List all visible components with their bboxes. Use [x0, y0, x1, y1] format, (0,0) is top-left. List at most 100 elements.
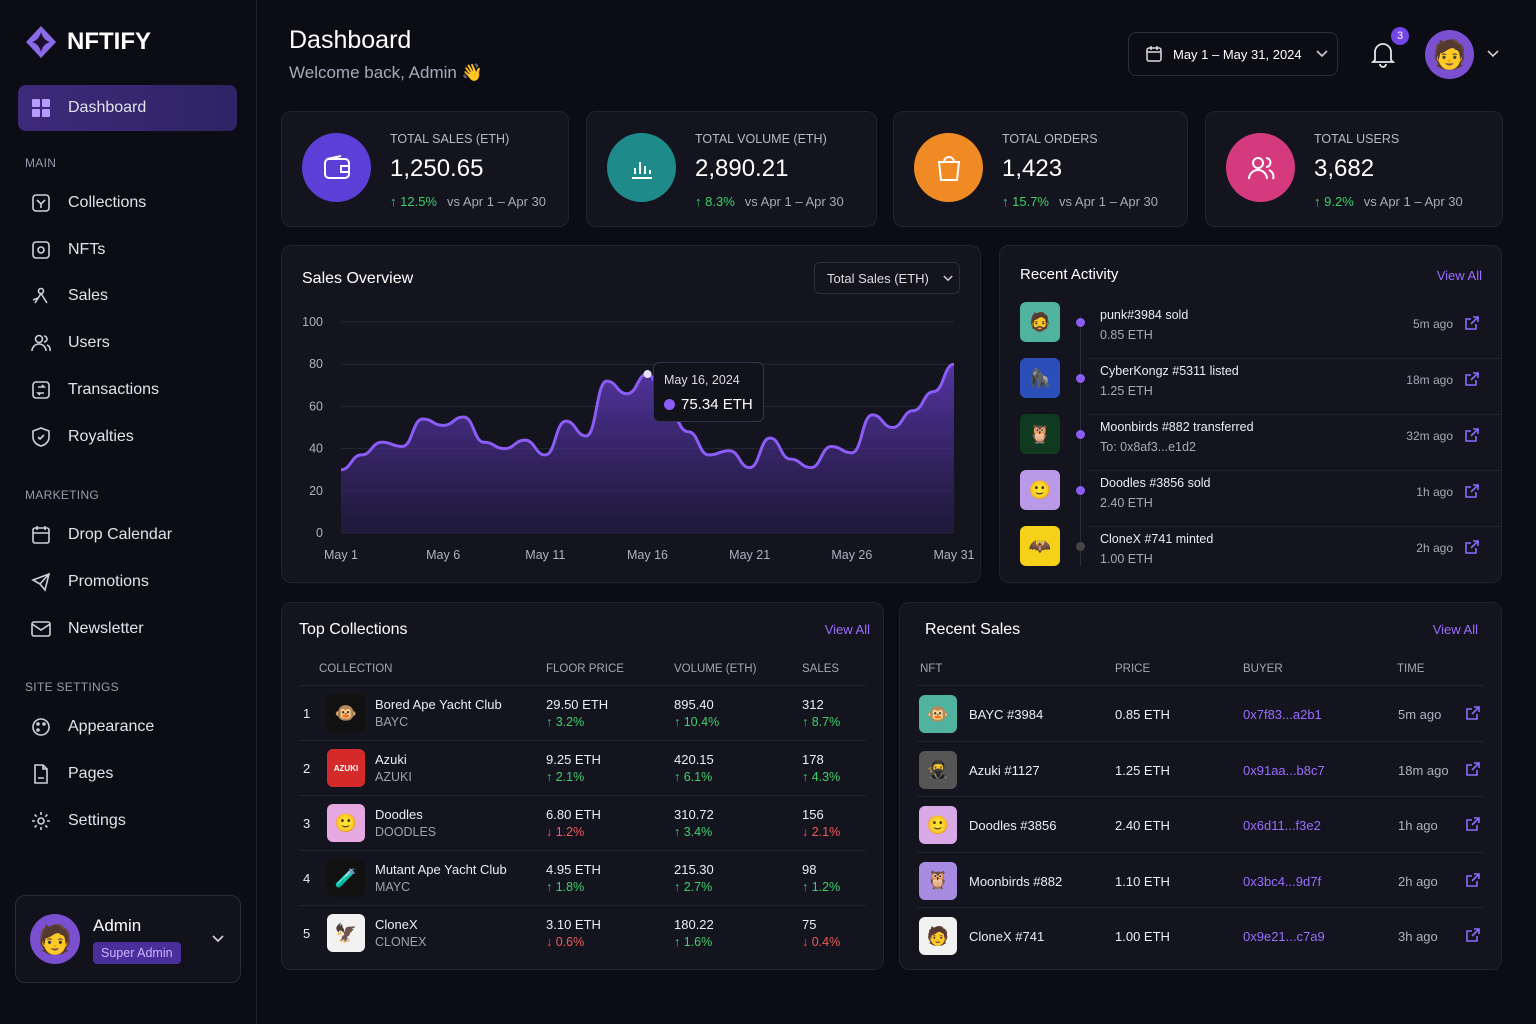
rank: 4 [303, 871, 311, 886]
activity-item[interactable] [1088, 470, 1501, 526]
sale-row[interactable]: 🦉 Moonbirds #882 1.10 ETH 0x3bc4...9d7f … [917, 851, 1484, 907]
floor-change: 2.1% [555, 770, 585, 784]
profile-avatar[interactable]: 🧑 [1425, 30, 1474, 79]
external-link-icon[interactable] [1466, 872, 1480, 887]
data-point[interactable] [643, 370, 652, 379]
timeline-line [1080, 316, 1081, 566]
timeline-dot [1076, 318, 1085, 327]
activity-item[interactable] [1088, 526, 1501, 582]
sale-row[interactable]: 🧑 CloneX #741 1.00 ETH 0x9e21...c7a9 3h … [917, 907, 1484, 962]
sales-count: 312 [802, 697, 824, 712]
x-tick-label: May 16 [627, 548, 668, 562]
sale-row[interactable]: 🥷 Azuki #1127 1.25 ETH 0x91aa...b8c7 18m… [917, 740, 1484, 796]
buyer-address[interactable]: 0x91aa...b8c7 [1243, 762, 1325, 778]
activity-detail: To: 0x8af3...e1d2 [1100, 440, 1196, 454]
external-link-icon[interactable] [1466, 928, 1480, 942]
sidebar-item-dashboard[interactable]: Dashboard [18, 85, 237, 131]
sidebar-item-appearance[interactable]: Appearance [18, 704, 237, 750]
collection-row[interactable]: 4 🧪 Mutant Ape Yacht Club MAYC 4.95 ETH ↑ … [299, 850, 866, 905]
collection-name: CloneX [375, 917, 418, 932]
arrow-up-icon: ↑ [695, 194, 702, 209]
volume: 895.40 [674, 697, 714, 712]
activity-item[interactable] [1088, 358, 1501, 414]
top-collections-card: Top Collections View All COLLECTION FLOO… [281, 602, 884, 970]
sidebar-item-label: Royalties [68, 427, 134, 445]
sidebar-item-collections[interactable]: Collections [18, 180, 237, 226]
nft-thumbnail: 🙂 [919, 806, 957, 844]
external-link-icon[interactable] [1466, 706, 1480, 720]
buyer-address[interactable]: 0x3bc4...9d7f [1243, 873, 1322, 889]
sidebar-item-label: Drop Calendar [68, 526, 173, 544]
stat-icon [323, 154, 350, 179]
collection-name: Azuki [375, 752, 407, 767]
stat-label: TOTAL VOLUME (ETH) [695, 132, 827, 146]
view-all-link[interactable]: View All [1436, 268, 1482, 283]
y-tick-label: 60 [309, 399, 323, 413]
sidebar-item-drop-calendar[interactable]: Drop Calendar [18, 512, 237, 558]
sidebar-item-label: Appearance [68, 718, 155, 736]
sales-count: 178 [802, 752, 824, 767]
sidebar-item-nfts[interactable]: NFTs [18, 227, 237, 273]
user-menu[interactable]: 🧑 Admin Super Admin [15, 895, 241, 983]
sidebar-item-promotions[interactable]: Promotions [18, 559, 237, 605]
collection-row[interactable]: 2 AZUKI Azuki AZUKI 9.25 ETH ↑ 2.1% 420.15… [299, 740, 866, 795]
metric-select-value: Total Sales (ETH) [827, 270, 929, 286]
collection-row[interactable]: 3 🙂 Doodles DOODLES 6.80 ETH ↓ 1.2% 310.72… [299, 795, 866, 850]
sale-row[interactable]: 🐵 BAYC #3984 0.85 ETH 0x7f83...a2b1 5m a… [917, 685, 1484, 740]
arrow-up-icon: ↑ [1314, 194, 1321, 209]
date-range-picker[interactable]: May 1 – May 31, 2024 [1128, 32, 1338, 76]
collection-row[interactable]: 1 🐵 Bored Ape Yacht Club BAYC 29.50 ETH ↑ … [299, 685, 866, 740]
megaphone-icon [31, 572, 51, 592]
sidebar-item-settings[interactable]: Settings [18, 798, 237, 844]
buyer-address[interactable]: 0x6d11...f3e2 [1243, 818, 1321, 833]
collection-row[interactable]: 5 🦅 CloneX CLONEX 3.10 ETH ↓ 0.6% 180.22 ↑ … [299, 905, 866, 960]
sidebar-item-newsletter[interactable]: Newsletter [18, 606, 237, 652]
buyer-address[interactable]: 0x7f83...a2b1 [1243, 707, 1322, 722]
external-link-icon[interactable] [1465, 484, 1479, 498]
stat-icon-circle [914, 133, 983, 202]
buyer-address[interactable]: 0x9e21...c7a9 [1243, 929, 1325, 944]
activity-detail: 1.25 ETH [1100, 384, 1153, 398]
nft-thumbnail: 🦍 [1020, 358, 1060, 398]
notifications-button[interactable]: 3 [1370, 27, 1409, 73]
collection-logo: 🙂 [327, 804, 365, 842]
activity-item[interactable] [1088, 414, 1501, 470]
sidebar-item-pages[interactable]: Pages [18, 751, 237, 797]
collection-symbol: CLONEX [375, 935, 427, 949]
metric-select[interactable]: Total Sales (ETH) [814, 262, 960, 294]
external-link-icon[interactable] [1465, 540, 1479, 554]
sidebar-item-royalties[interactable]: Royalties [18, 414, 237, 460]
view-all-link[interactable]: View All [1432, 622, 1478, 637]
chart-tooltip: May 16, 2024 75.34 ETH [653, 362, 764, 422]
sidebar-item-transactions[interactable]: Transactions [18, 367, 237, 413]
external-link-icon[interactable] [1466, 817, 1480, 831]
external-link-icon[interactable] [1466, 761, 1480, 776]
sidebar-item-users[interactable]: Users [18, 320, 237, 366]
rank: 2 [303, 761, 311, 776]
external-link-icon[interactable] [1465, 372, 1479, 386]
x-tick-label: May 11 [525, 548, 565, 562]
collection-symbol: MAYC [375, 880, 411, 894]
sale-time: 5m ago [1398, 707, 1442, 722]
role-badge: Super Admin [93, 942, 181, 964]
activity-title: Moonbirds #882 transferred [1100, 420, 1254, 434]
sale-price: 1.25 ETH [1115, 762, 1170, 778]
sidebar-item-sales[interactable]: Sales [18, 273, 237, 319]
nft-thumbnail: 🧑 [919, 917, 957, 955]
sale-row[interactable]: 🙂 Doodles #3856 2.40 ETH 0x6d11...f3e2 1… [917, 796, 1484, 851]
x-tick-label: May 21 [729, 548, 770, 562]
brand-logo[interactable]: NFTIFY [25, 25, 151, 59]
external-link-icon[interactable] [1465, 428, 1479, 442]
chevron-down-icon[interactable] [1487, 50, 1499, 58]
palette-icon [32, 718, 50, 737]
card-title: Recent Activity [1020, 266, 1119, 283]
nft-name: BAYC #3984 [969, 707, 1044, 722]
activity-title: Doodles #3856 sold [1100, 476, 1211, 490]
timeline-dot [1076, 430, 1085, 439]
stat-card: TOTAL VOLUME (ETH) 2,890.21 ↑ 8.3% vs Apr… [586, 111, 877, 227]
sales-chart[interactable]: 0 20 40 60 80 100 May 1 May 6 May 11 May 16 May 21… [282, 246, 982, 584]
external-link-icon[interactable] [1465, 316, 1479, 330]
nft-name: Moonbirds #882 [969, 873, 1063, 889]
stat-value: 1,423 [1002, 155, 1063, 182]
view-all-link[interactable]: View All [824, 622, 870, 637]
